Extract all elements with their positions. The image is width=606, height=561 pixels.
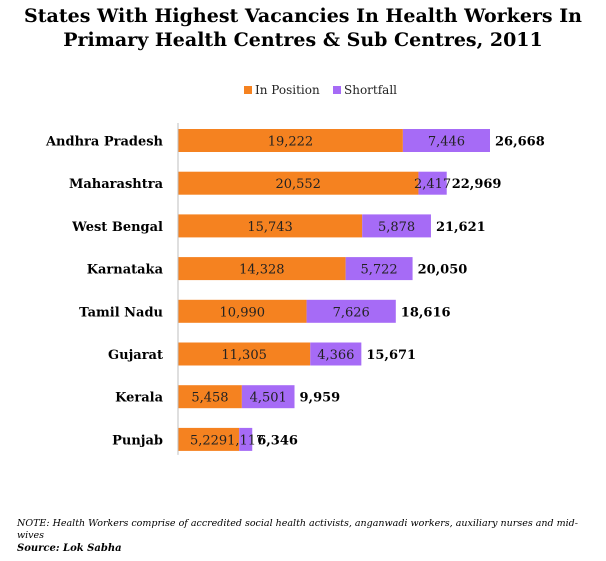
category-label: West Bengal [71,220,163,235]
data-label-total: 15,671 [366,348,416,363]
data-label-total: 26,668 [495,135,545,150]
bar-shortfall [362,214,431,238]
category-label: Tamil Nadu [79,305,163,320]
data-label-in-position: 15,743 [247,220,293,235]
category-label: Punjab [112,433,163,448]
bar-in-position [178,214,363,238]
bar-shortfall [402,129,490,152]
data-label-total: 22,969 [452,177,502,192]
source-line: Source: Lok Sabha [17,543,122,554]
chart-title-line-1: States With Highest Vacancies In Health … [24,5,582,27]
category-label: Kerala [115,391,163,406]
data-label-shortfall: 5,722 [360,263,397,278]
legend-label-1: In Position [255,83,320,97]
data-label-total: 20,050 [418,263,468,278]
legend-label-2: Shortfall [344,83,397,97]
legend-swatch-1 [244,86,252,94]
bar-shortfall [239,427,253,451]
data-label-in-position: 11,305 [221,348,267,363]
data-label-shortfall: 4,501 [250,391,287,406]
data-label-total: 9,959 [300,391,341,406]
category-label: Karnataka [87,263,164,278]
bar-in-position [178,342,311,366]
data-label-shortfall: 1,117 [227,433,264,448]
data-label-total: 18,616 [401,305,451,320]
data-label-total: 21,621 [436,220,486,235]
bar-in-position [178,427,240,451]
stacked-bar-chart: In Position Shortfall Andhra Pradesh 19,222… [45,83,545,455]
bar-in-position [178,171,419,195]
data-label-in-position: 10,990 [220,305,266,320]
chart-title: States With Highest Vacancies In Health … [0,4,606,52]
bar-in-position [178,299,307,323]
data-label-shortfall: 7,446 [428,135,465,150]
bar-in-position [178,257,346,281]
footnote: NOTE: Health Workers comprise of accredi… [17,518,578,541]
data-label-total: 6,346 [257,433,298,448]
data-label-in-position: 5,229 [190,433,227,448]
bar-shortfall [310,342,362,366]
data-label-shortfall: 4,366 [317,348,354,363]
data-label-shortfall: 5,878 [378,220,415,235]
bar-shortfall [241,385,295,409]
legend-swatch-2 [333,86,341,94]
chart-title-line-2: Primary Health Centres & Sub Centres, 20… [63,29,543,51]
data-label-shortfall: 7,626 [333,305,370,320]
bar-shortfall [418,171,447,195]
bar-in-position [178,385,242,409]
data-label-in-position: 14,328 [239,263,285,278]
data-label-in-position: 19,222 [268,135,314,150]
category-label: Andhra Pradesh [45,135,164,150]
category-label: Gujarat [108,348,163,363]
bar-in-position [178,129,403,152]
category-label: Maharashtra [69,177,164,192]
data-label-in-position: 5,458 [191,391,228,406]
bar-shortfall [306,299,396,323]
data-label-shortfall: 2,417 [414,177,451,192]
data-label-in-position: 20,552 [275,177,321,192]
bar-shortfall [345,257,413,281]
